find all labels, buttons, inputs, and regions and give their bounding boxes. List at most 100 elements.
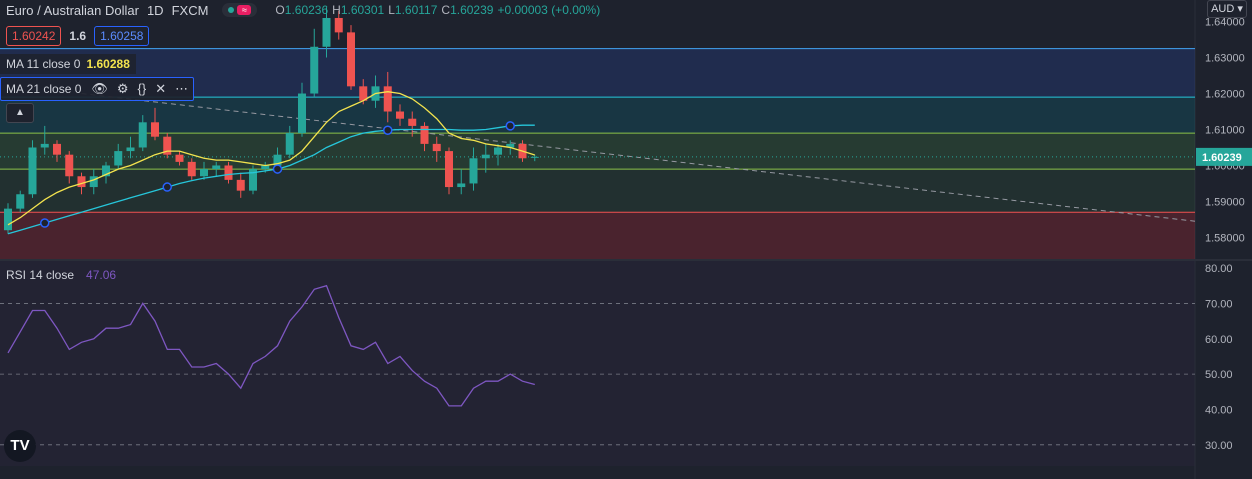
candle-body: [530, 156, 539, 158]
candle: [200, 161, 208, 180]
symbol-legend: Euro / Australian Dollar 1D FXCM ≈ O 1.60…: [6, 1, 600, 19]
candle: [163, 133, 172, 159]
high-value: 1.60301: [340, 3, 385, 17]
timeframe[interactable]: 1D: [146, 2, 164, 18]
level-zone: [0, 133, 1195, 170]
candle: [530, 154, 539, 162]
more-icon[interactable]: ⋯: [175, 81, 189, 96]
candle: [481, 143, 490, 173]
waves-icon: ≈: [237, 5, 252, 15]
candle-body: [200, 169, 208, 177]
cross-marker: [272, 164, 283, 174]
candle-body: [236, 179, 245, 191]
candle: [469, 147, 478, 191]
candle-body: [28, 147, 37, 195]
candle: [187, 158, 196, 180]
ma21-label: MA 21 close 0: [6, 82, 82, 96]
candle: [420, 122, 429, 152]
market-open-dot-icon: [228, 7, 235, 13]
candle-body: [322, 17, 331, 47]
candle: [432, 136, 441, 162]
ma21-tools: 👁 ⚙ {} ✕ ⋯: [91, 81, 188, 97]
collapse-legend-button[interactable]: ▲: [6, 103, 34, 123]
cross-marker: [383, 125, 393, 135]
ma11-label: MA 11 close 0: [6, 57, 81, 71]
candle-body: [77, 176, 86, 188]
buy-button[interactable]: 1.60258: [94, 26, 150, 46]
ma21-legend[interactable]: MA 21 close 0 👁 ⚙ {} ✕ ⋯: [0, 77, 195, 101]
level-zone: [0, 212, 1195, 259]
candle-body: [4, 208, 12, 231]
candle: [310, 28, 319, 98]
candle-body: [224, 165, 233, 180]
candle: [347, 25, 355, 90]
gear-icon[interactable]: ⚙: [116, 81, 129, 96]
candle: [224, 161, 233, 184]
rsi-line: [7, 284, 535, 407]
rsi-tick-label: 80.00: [1205, 263, 1233, 275]
candle: [334, 10, 343, 40]
price-tick-label: 1.62000: [1205, 89, 1245, 101]
candle-body: [469, 158, 478, 184]
candle-body: [16, 194, 25, 209]
candle-body: [40, 143, 49, 148]
cross-marker: [505, 121, 515, 131]
candle: [126, 136, 135, 159]
candle: [322, 7, 331, 58]
source-code-icon[interactable]: {}: [137, 81, 147, 96]
candles: [4, 7, 539, 234]
candle-body: [383, 86, 392, 112]
high-label: H: [332, 3, 341, 17]
low-label: L: [388, 3, 395, 17]
market-status-pill[interactable]: ≈: [222, 3, 258, 17]
current-price-tag-label: 1.60239: [1202, 152, 1242, 164]
candle-body: [408, 118, 417, 126]
sell-button[interactable]: 1.60242: [6, 26, 62, 46]
candle-body: [494, 147, 502, 155]
ma21-line: [7, 124, 535, 235]
open-value: 1.60236: [284, 3, 329, 17]
candle-body: [261, 165, 270, 170]
spread-value: 1.6: [69, 29, 87, 43]
rsi-legend[interactable]: RSI 14 close 47.06: [6, 268, 116, 282]
candle-body: [506, 143, 515, 148]
candle-body: [285, 133, 294, 155]
candle-body: [457, 183, 466, 188]
price-tick-label: 1.58000: [1205, 232, 1245, 244]
currency-selector[interactable]: AUD ▾: [1207, 0, 1247, 18]
price-axis[interactable]: 1.640001.630001.620001.610001.600001.590…: [1196, 17, 1252, 452]
candle-body: [445, 151, 453, 188]
candle-body: [310, 46, 319, 94]
symbol-name[interactable]: Euro / Australian Dollar: [6, 2, 139, 18]
candle-body: [53, 143, 61, 155]
candle-body: [273, 154, 282, 166]
candle: [114, 143, 123, 170]
eye-icon[interactable]: 👁: [91, 81, 108, 96]
level-zone: [0, 97, 1195, 134]
close-label: C: [441, 3, 451, 17]
candle-body: [432, 143, 441, 152]
candle-body: [298, 93, 306, 134]
candle-body: [114, 151, 123, 166]
ma11-value: 1.60288: [86, 57, 130, 71]
candle: [151, 107, 159, 141]
ma11-line: [7, 91, 535, 226]
rsi-pane: [0, 284, 1195, 446]
candle-body: [102, 165, 110, 177]
candle-body: [138, 122, 147, 148]
close-icon[interactable]: ✕: [155, 81, 167, 96]
candle: [89, 169, 98, 195]
candle: [236, 172, 245, 198]
candle-body: [334, 17, 343, 33]
candle: [457, 169, 466, 195]
exchange: FXCM: [171, 2, 209, 18]
rsi-bg: [0, 261, 1195, 466]
candle-body: [396, 111, 404, 119]
candle: [175, 151, 184, 166]
candle: [65, 151, 74, 184]
candle: [212, 161, 221, 177]
ma11-legend[interactable]: MA 11 close 0 1.60288: [0, 54, 136, 74]
candle: [138, 115, 147, 152]
